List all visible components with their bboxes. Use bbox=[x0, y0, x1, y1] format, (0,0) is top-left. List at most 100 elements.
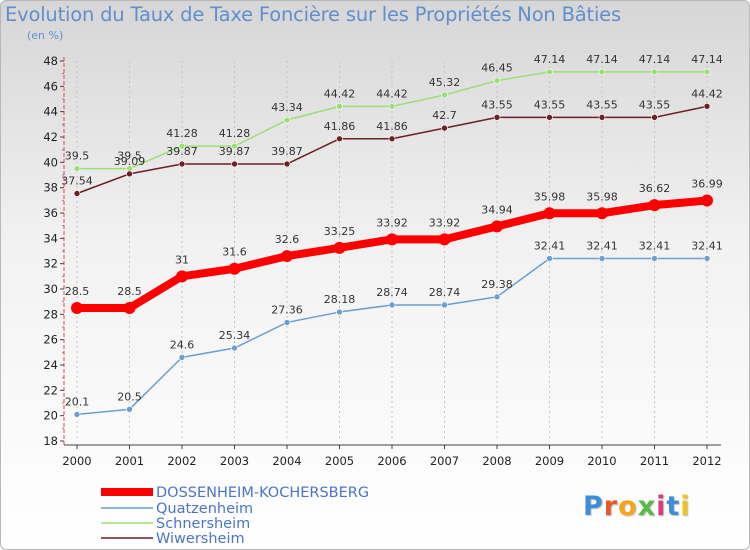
data-point bbox=[178, 160, 186, 168]
data-point bbox=[231, 344, 238, 352]
y-tick-label: 18 bbox=[43, 434, 58, 448]
data-point bbox=[441, 301, 448, 309]
y-tick-label: 20 bbox=[43, 409, 58, 423]
data-point bbox=[648, 199, 661, 212]
data-point bbox=[73, 165, 81, 172]
data-point bbox=[283, 160, 291, 168]
data-label: 37.54 bbox=[61, 174, 93, 187]
data-point bbox=[701, 194, 713, 207]
data-label: 31 bbox=[175, 253, 189, 266]
data-label: 28.74 bbox=[376, 286, 408, 299]
y-tick-label: 22 bbox=[43, 383, 58, 397]
x-tick-label: 2005 bbox=[325, 454, 354, 468]
data-point bbox=[546, 68, 553, 76]
data-label: 39.87 bbox=[271, 145, 303, 158]
data-label: 47.14 bbox=[534, 53, 566, 66]
x-tick-label: 2004 bbox=[272, 454, 301, 468]
y-tick-label: 38 bbox=[43, 181, 58, 195]
data-point bbox=[126, 170, 133, 178]
data-label: 39.5 bbox=[65, 150, 90, 163]
x-tick-label: 2012 bbox=[692, 454, 721, 468]
data-label: 46.45 bbox=[481, 62, 513, 75]
y-tick-label: 44 bbox=[43, 105, 58, 119]
data-point bbox=[336, 103, 343, 110]
data-point bbox=[598, 255, 606, 262]
y-tick-label: 36 bbox=[43, 206, 58, 220]
data-label: 32.41 bbox=[586, 239, 618, 252]
proxiti-logo: Proxiti bbox=[583, 491, 691, 522]
data-point bbox=[651, 68, 658, 76]
data-point bbox=[651, 255, 658, 262]
data-label: 41.28 bbox=[166, 127, 198, 140]
data-label: 24.6 bbox=[170, 338, 195, 351]
data-label: 45.32 bbox=[429, 76, 461, 89]
y-tick-label: 28 bbox=[43, 307, 58, 321]
x-tick-label: 2006 bbox=[377, 454, 406, 468]
x-tick-label: 2001 bbox=[115, 454, 144, 468]
legend: DOSSENHEIM-KOCHERSBERGQuatzenheimSchners… bbox=[101, 485, 369, 547]
data-point bbox=[546, 114, 553, 121]
data-label: 39.87 bbox=[166, 145, 198, 158]
legend-label: DOSSENHEIM-KOCHERSBERG bbox=[156, 485, 369, 501]
data-label: 36.62 bbox=[639, 182, 671, 195]
data-label: 32.41 bbox=[691, 239, 723, 252]
x-tick-label: 2002 bbox=[167, 454, 196, 468]
data-point bbox=[336, 308, 343, 316]
x-tick-label: 2003 bbox=[220, 454, 249, 468]
series-layer bbox=[71, 68, 713, 418]
data-point bbox=[283, 319, 291, 326]
data-label: 41.86 bbox=[324, 120, 356, 133]
data-point bbox=[441, 124, 448, 132]
data-label: 35.98 bbox=[534, 190, 566, 203]
data-label: 32.41 bbox=[534, 239, 566, 252]
data-point bbox=[283, 116, 291, 124]
data-point bbox=[543, 207, 556, 220]
legend-label: Wiwersheim bbox=[156, 531, 245, 547]
x-tick-label: 2000 bbox=[62, 454, 91, 468]
data-point bbox=[703, 255, 711, 262]
data-label: 33.92 bbox=[429, 216, 461, 229]
y-tick-label: 26 bbox=[43, 333, 58, 347]
data-label: 33.25 bbox=[324, 225, 356, 238]
chart-subtitle: (en %) bbox=[27, 29, 64, 42]
data-labels: 28.5 28.5 31 31.6 32.6 33.25 33.92 33.92 34.94 35… bbox=[61, 53, 723, 409]
data-point bbox=[336, 135, 343, 143]
data-point bbox=[126, 406, 133, 413]
data-point bbox=[231, 142, 238, 150]
legend-label: Schnersheim bbox=[156, 516, 250, 532]
data-point bbox=[281, 250, 293, 263]
data-label: 39.5 bbox=[117, 150, 142, 163]
data-label: 28.5 bbox=[117, 285, 142, 298]
data-point bbox=[651, 114, 658, 121]
data-label: 20.1 bbox=[65, 395, 90, 408]
data-label: 47.14 bbox=[639, 53, 671, 66]
legend-label: Quatzenheim bbox=[156, 501, 253, 517]
data-point bbox=[388, 301, 396, 309]
data-label: 28.18 bbox=[324, 293, 356, 306]
data-label: 41.86 bbox=[376, 120, 408, 133]
data-label: 32.41 bbox=[639, 239, 671, 252]
y-tick-label: 24 bbox=[43, 358, 58, 372]
data-label: 29.38 bbox=[481, 278, 513, 291]
data-label: 39.87 bbox=[219, 145, 251, 158]
data-label: 43.34 bbox=[271, 101, 303, 114]
data-point bbox=[438, 233, 451, 246]
data-label: 44.42 bbox=[691, 87, 723, 100]
axes: 18 20 22 24 26 28 30 32 34 36 38 40 42 44 46 48 2000 2001… bbox=[43, 54, 721, 468]
data-point bbox=[491, 220, 503, 233]
data-point bbox=[598, 114, 606, 121]
data-point bbox=[73, 190, 81, 197]
data-label: 47.14 bbox=[691, 53, 723, 66]
data-point bbox=[493, 114, 501, 121]
chart-title: Evolution du Taux de Taxe Foncière sur l… bbox=[5, 3, 621, 26]
data-label: 39.09 bbox=[114, 155, 146, 168]
data-label: 43.55 bbox=[481, 98, 513, 111]
data-label: 33.92 bbox=[376, 216, 408, 229]
data-point bbox=[703, 103, 711, 110]
data-label: 44.42 bbox=[324, 87, 356, 100]
y-tick-label: 34 bbox=[43, 231, 58, 245]
data-point bbox=[178, 354, 186, 361]
data-label: 25.34 bbox=[219, 329, 251, 342]
